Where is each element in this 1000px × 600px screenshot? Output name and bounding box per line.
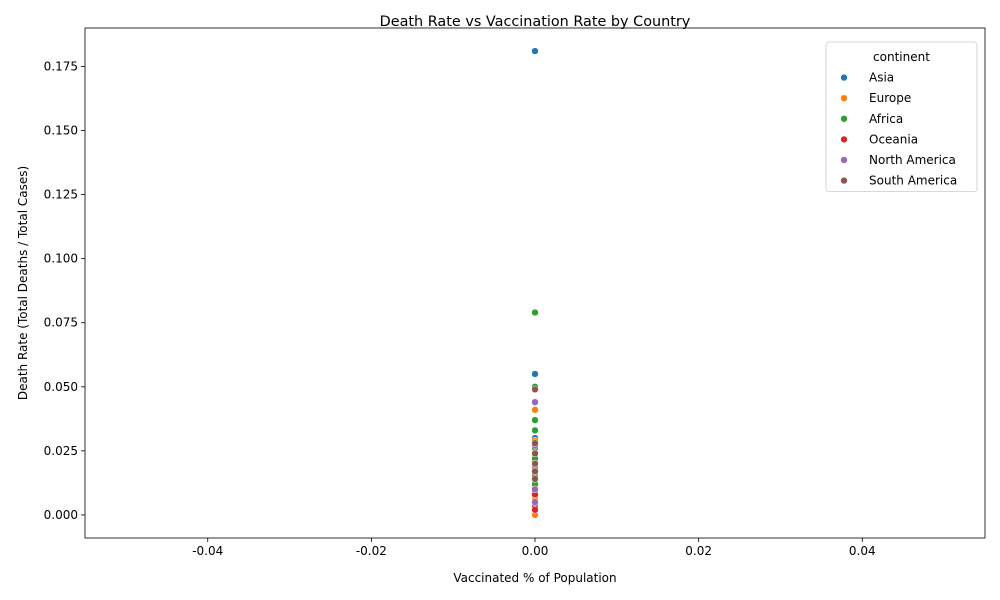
x-tick-label: 0.00 bbox=[522, 544, 549, 558]
data-point bbox=[531, 460, 539, 468]
legend-marker bbox=[840, 94, 848, 102]
legend-marker bbox=[840, 135, 848, 144]
legend-label: Africa bbox=[869, 112, 903, 126]
data-point bbox=[531, 370, 539, 378]
data-points bbox=[531, 47, 539, 519]
x-axis-ticks: -0.04 -0.02 0.00 0.02 0.04 bbox=[192, 538, 876, 558]
y-tick-label: 0.175 bbox=[44, 59, 78, 73]
data-point bbox=[531, 406, 539, 414]
legend-box bbox=[825, 41, 978, 193]
legend-label: Oceania bbox=[869, 132, 918, 146]
x-tick-label: 0.04 bbox=[849, 544, 876, 558]
data-point bbox=[531, 485, 539, 493]
legend-label: North America bbox=[869, 153, 956, 167]
data-point bbox=[531, 498, 539, 506]
legend-marker bbox=[840, 73, 848, 82]
data-point bbox=[531, 506, 539, 514]
y-tick-label: 0.075 bbox=[44, 316, 78, 330]
y-axis-label: Death Rate (Total Deaths / Total Cases) bbox=[16, 166, 30, 400]
x-tick-label: 0.02 bbox=[685, 544, 712, 558]
legend-marker bbox=[840, 156, 848, 164]
data-point bbox=[531, 467, 539, 476]
y-tick-label: 0.050 bbox=[44, 380, 78, 394]
data-point bbox=[531, 439, 539, 447]
data-point bbox=[531, 385, 539, 394]
data-point bbox=[531, 426, 539, 435]
y-axis-ticks: 0.000 0.025 0.050 0.075 0.100 0.125 0.150 0.175 bbox=[44, 59, 85, 522]
legend-label: Europe bbox=[869, 91, 911, 105]
legend: continent Asia Europe Africa Oceania North Am… bbox=[825, 41, 978, 193]
x-tick-label: -0.02 bbox=[356, 544, 387, 558]
legend-marker bbox=[840, 115, 848, 123]
data-point bbox=[531, 308, 539, 317]
legend-title: continent bbox=[873, 50, 930, 64]
data-point bbox=[531, 475, 539, 483]
data-point bbox=[531, 416, 539, 424]
data-point bbox=[531, 398, 539, 406]
x-axis-label: Vaccinated % of Population bbox=[453, 571, 616, 585]
legend-label: South America bbox=[869, 174, 957, 188]
y-tick-label: 0.125 bbox=[44, 188, 78, 202]
data-point bbox=[531, 449, 539, 458]
chart-title: Death Rate vs Vaccination Rate by Countr… bbox=[380, 14, 691, 30]
y-tick-label: 0.000 bbox=[44, 508, 78, 522]
data-point bbox=[531, 47, 539, 55]
y-tick-label: 0.100 bbox=[44, 252, 78, 266]
legend-label: Asia bbox=[869, 71, 894, 85]
x-tick-label: -0.04 bbox=[192, 544, 223, 558]
legend-marker bbox=[840, 176, 848, 185]
y-tick-label: 0.150 bbox=[44, 124, 78, 138]
y-tick-label: 0.025 bbox=[44, 444, 78, 458]
